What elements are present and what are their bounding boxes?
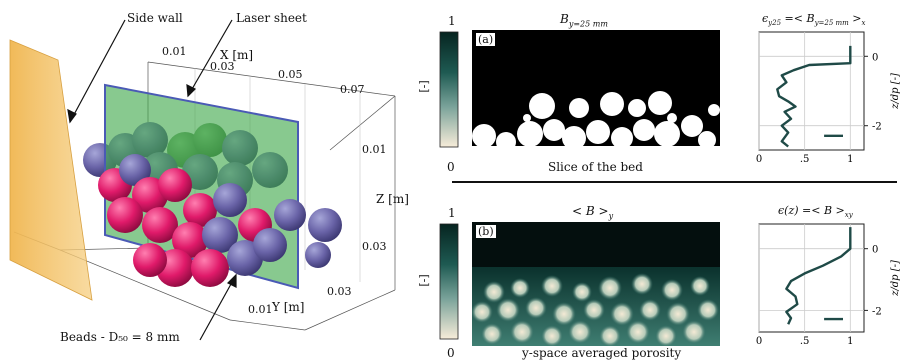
- panel-a-title: By=25 mm: [560, 12, 608, 29]
- callout-arrows: [67, 19, 237, 341]
- colorbar-a-top: 1: [448, 14, 456, 28]
- y-tick-0: 0.01: [248, 303, 273, 316]
- profile-a-chart: 0 .5 1 0 -2 z/dp [-]: [756, 31, 901, 165]
- profile-a-title: ϵy25 =< By=25 mm >x: [762, 12, 866, 28]
- colorbar-a-unit: [-]: [417, 80, 431, 93]
- profile-b-porosity-line: [785, 227, 852, 325]
- profile-a-frame: [758, 31, 865, 151]
- x-axis-label: X [m]: [220, 48, 254, 62]
- panel-b-tag: (b): [476, 225, 496, 238]
- panel-divider: [452, 181, 897, 183]
- profile-a-xtick-0: 0: [756, 154, 762, 165]
- profile-b-ytick-0: 0: [872, 245, 878, 256]
- bed-3d-illustration: [9, 19, 396, 341]
- panel-a-slice-image: [472, 30, 720, 154]
- profile-b-frame: [758, 223, 865, 333]
- colorbar-a-bottom: 0: [447, 160, 455, 174]
- y-axis-label: Y [m]: [272, 300, 305, 314]
- x-tick-0: 0.01: [162, 45, 187, 58]
- profile-a-ylabel: z/dp [-]: [890, 73, 901, 110]
- side-wall-label: Side wall: [127, 11, 183, 25]
- laser-sheet-label: Laser sheet: [236, 11, 307, 25]
- profile-b-ylabel: z/dp [-]: [890, 260, 901, 297]
- profile-b-chart: 0 .5 1 0 -2 z/dp [-]: [756, 223, 901, 347]
- z-tick-0: 0.01: [362, 143, 387, 156]
- colorbar-b-bottom: 0: [447, 346, 455, 360]
- profile-a-porosity-line: [776, 45, 852, 148]
- svg-text:z/dp [-]: z/dp [-]: [890, 260, 901, 297]
- y-tick-1: 0.03: [327, 285, 352, 298]
- panel-b-title: < B >y: [572, 204, 614, 221]
- colorbar-b: [439, 223, 459, 340]
- z-tick-1: 0.03: [362, 240, 387, 253]
- colorbar-a: [439, 31, 459, 148]
- panel-a-caption: Slice of the bed: [548, 160, 643, 174]
- colorbar-b-top: 1: [448, 206, 456, 220]
- colorbar-b-unit: [-]: [417, 274, 431, 287]
- panel-b-averaged-image: [472, 222, 720, 346]
- profile-b-xtick-1: .5: [800, 336, 810, 347]
- profile-b-xtick-2: 1: [847, 336, 853, 347]
- panel-b-caption: y-space averaged porosity: [522, 346, 682, 360]
- z-axis-label: Z [m]: [376, 192, 409, 206]
- profile-a-ytick-1: -2: [872, 122, 882, 133]
- profile-b-xtick-0: 0: [756, 336, 762, 347]
- x-tick-3: 0.07: [340, 83, 365, 96]
- beads-front: [98, 154, 342, 287]
- profile-a-xtick-2: 1: [847, 154, 853, 165]
- profile-a-ytick-0: 0: [872, 52, 878, 63]
- beads-label: Beads - D₅₀ = 8 mm: [60, 330, 180, 344]
- profile-b-title: ϵ(z) =< B >xy: [778, 204, 853, 220]
- panel-a-tag: (a): [476, 33, 496, 46]
- side-wall: [9, 39, 93, 301]
- x-tick-1: 0.03: [210, 60, 235, 73]
- profile-b-ytick-1: -2: [872, 306, 882, 317]
- x-tick-2: 0.05: [278, 68, 303, 81]
- svg-text:z/dp [-]: z/dp [-]: [890, 73, 901, 110]
- profile-a-xtick-1: .5: [800, 154, 810, 165]
